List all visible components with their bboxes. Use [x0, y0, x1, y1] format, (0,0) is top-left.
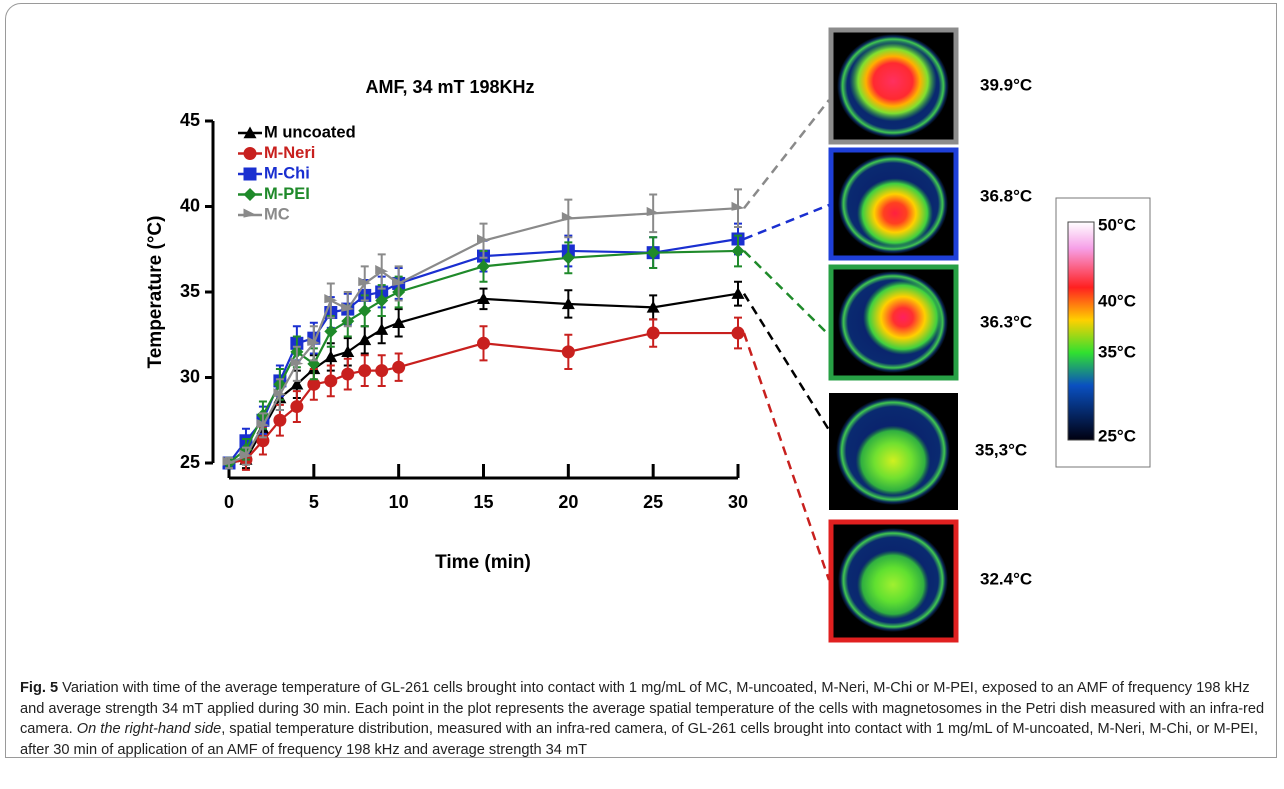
connector: [744, 100, 829, 208]
image-label: 36.3°C: [980, 312, 1032, 331]
chart-title: AMF, 34 mT 198KHz: [365, 77, 534, 97]
x-tick-label: 5: [309, 492, 319, 512]
legend-label: M-PEI: [264, 185, 310, 203]
marker: [358, 333, 371, 345]
legend-label: MC: [264, 205, 290, 223]
y-tick-label: 30: [180, 366, 200, 386]
colorbar-label: 40°C: [1098, 291, 1136, 310]
y-axis-label: Temperature (°C): [145, 216, 166, 369]
x-tick-label: 20: [558, 492, 578, 512]
thermal-image: [831, 150, 956, 258]
x-tick-label: 10: [389, 492, 409, 512]
caption: Fig. 5 Variation with time of the averag…: [20, 678, 1265, 760]
connector: [744, 294, 829, 430]
caption-emphasis: On the right-hand side: [77, 721, 221, 737]
thermal-image: [831, 30, 956, 142]
colorbar-label: 50°C: [1098, 215, 1136, 234]
marker: [647, 327, 660, 340]
marker: [732, 287, 745, 299]
marker: [341, 345, 354, 357]
y-tick-label: 40: [180, 195, 200, 215]
marker: [273, 414, 286, 427]
legend-marker: [244, 188, 257, 201]
connector: [744, 205, 829, 239]
marker: [290, 400, 303, 413]
thermal-image: [829, 393, 958, 510]
thermal-image: [831, 522, 956, 640]
thermal-image: [831, 267, 956, 378]
legend-marker: [244, 168, 257, 181]
image-label: 32.4°C: [980, 569, 1032, 588]
y-tick-label: 35: [180, 281, 200, 301]
marker: [324, 374, 337, 387]
image-label: 39.9°C: [980, 75, 1032, 94]
series-line: [229, 294, 738, 463]
marker: [358, 364, 371, 377]
connector: [744, 333, 829, 580]
marker: [477, 337, 490, 350]
x-tick-label: 25: [643, 492, 663, 512]
x-tick-label: 0: [224, 492, 234, 512]
page: 50°C 40°C 35°C 25°C 39.9°C 36.8°C 36.3°C…: [0, 0, 1284, 789]
legend-label: M-Neri: [264, 144, 315, 162]
y-tick-label: 45: [180, 110, 200, 130]
marker: [732, 244, 745, 257]
caption-label: Fig. 5: [20, 680, 58, 696]
legend-label: M uncoated: [264, 123, 356, 141]
marker: [358, 304, 371, 317]
x-tick-label: 15: [473, 492, 493, 512]
marker: [392, 361, 405, 374]
marker: [562, 345, 575, 358]
marker: [732, 327, 745, 340]
marker: [341, 368, 354, 381]
connector: [744, 251, 829, 335]
legend-marker: [244, 147, 257, 160]
chart: 50°C 40°C 35°C 25°C 39.9°C 36.8°C 36.3°C…: [0, 0, 1284, 680]
legend-label: M-Chi: [264, 164, 310, 182]
y-tick-label: 25: [180, 452, 200, 472]
colorbar-label: 35°C: [1098, 342, 1136, 361]
image-label: 35,3°C: [975, 440, 1027, 459]
colorbar-label: 25°C: [1098, 426, 1136, 445]
series: [223, 282, 745, 468]
marker: [375, 364, 388, 377]
marker: [324, 325, 337, 338]
x-axis-label: Time (min): [435, 552, 531, 573]
image-label: 36.8°C: [980, 186, 1032, 205]
x-tick-label: 30: [728, 492, 748, 512]
colorbar: [1068, 222, 1094, 440]
